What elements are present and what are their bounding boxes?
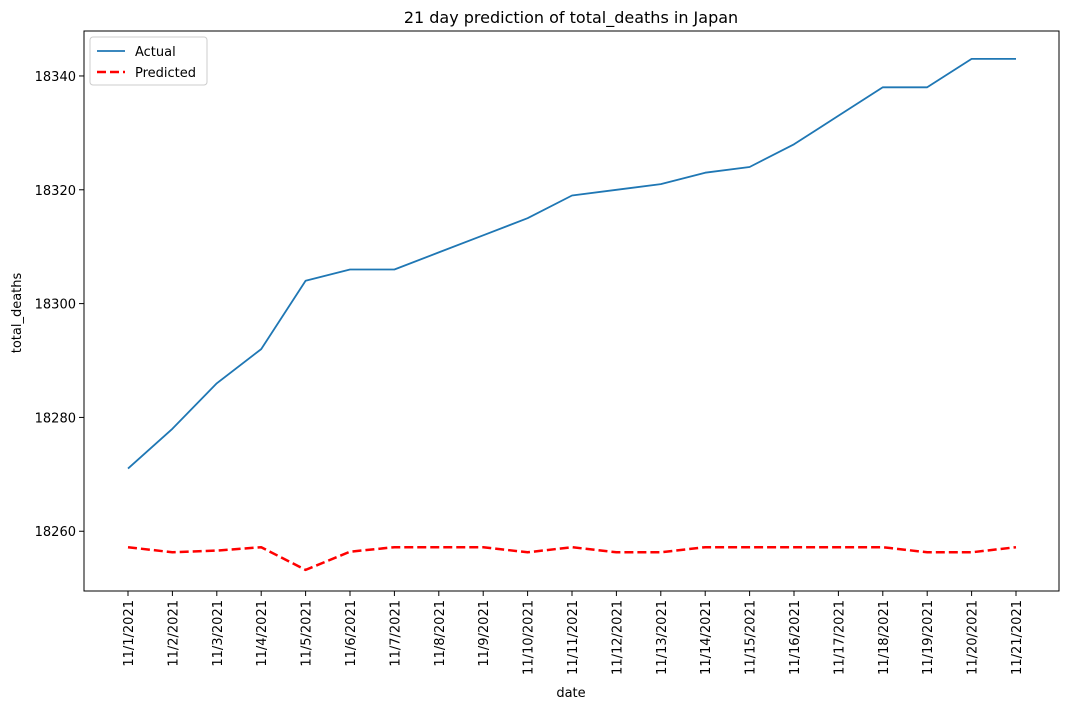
y-tick-label: 18340 <box>35 70 76 85</box>
x-tick-label: 11/4/2021 <box>255 600 270 667</box>
y-tick-label: 18260 <box>35 525 76 540</box>
x-tick-label: 11/20/2021 <box>966 600 981 675</box>
x-tick-label: 11/8/2021 <box>433 600 448 667</box>
x-tick-label: 11/7/2021 <box>388 600 403 667</box>
x-tick-label: 11/19/2021 <box>921 600 936 675</box>
plot-area <box>83 30 1060 592</box>
legend-label-actual: Actual <box>135 45 176 60</box>
x-tick-label: 11/16/2021 <box>788 600 803 675</box>
plot-frame <box>83 30 1060 592</box>
x-tick-label: 11/15/2021 <box>744 600 759 675</box>
x-tick-label: 11/10/2021 <box>522 600 537 675</box>
x-axis-label: date <box>556 686 585 701</box>
series-line-actual <box>127 58 1016 470</box>
y-tick-label: 18280 <box>35 411 76 426</box>
series-line-predicted <box>127 545 1017 572</box>
x-tick-label: 11/21/2021 <box>1010 600 1025 675</box>
x-tick-label: 11/11/2021 <box>566 600 581 675</box>
x-tick-label: 11/18/2021 <box>877 600 892 675</box>
x-tick-label: 11/6/2021 <box>344 600 359 667</box>
y-tick-label: 18320 <box>35 184 76 199</box>
x-tick-label: 11/14/2021 <box>699 600 714 675</box>
y-axis: 18260 18280 18300 18320 18340 <box>35 70 84 540</box>
x-tick-label: 11/5/2021 <box>300 600 315 667</box>
x-tick-label: 11/1/2021 <box>122 600 137 667</box>
x-tick-label: 11/3/2021 <box>211 600 226 667</box>
x-tick-label: 11/17/2021 <box>832 600 847 675</box>
x-axis: 11/1/2021 11/2/2021 11/3/2021 11/4/2021 11/5… <box>122 591 1025 675</box>
y-tick-label: 18300 <box>35 298 76 313</box>
x-tick-label: 11/12/2021 <box>610 600 625 675</box>
legend: Actual Predicted <box>89 36 208 86</box>
y-axis-label: total_deaths <box>10 273 25 354</box>
x-tick-label: 11/13/2021 <box>655 600 670 675</box>
x-tick-label: 11/9/2021 <box>477 600 492 667</box>
x-tick-label: 11/2/2021 <box>166 600 181 667</box>
legend-label-predicted: Predicted <box>135 66 196 81</box>
legend-box <box>89 36 208 86</box>
chart-title: 21 day prediction of total_deaths in Jap… <box>404 8 738 28</box>
